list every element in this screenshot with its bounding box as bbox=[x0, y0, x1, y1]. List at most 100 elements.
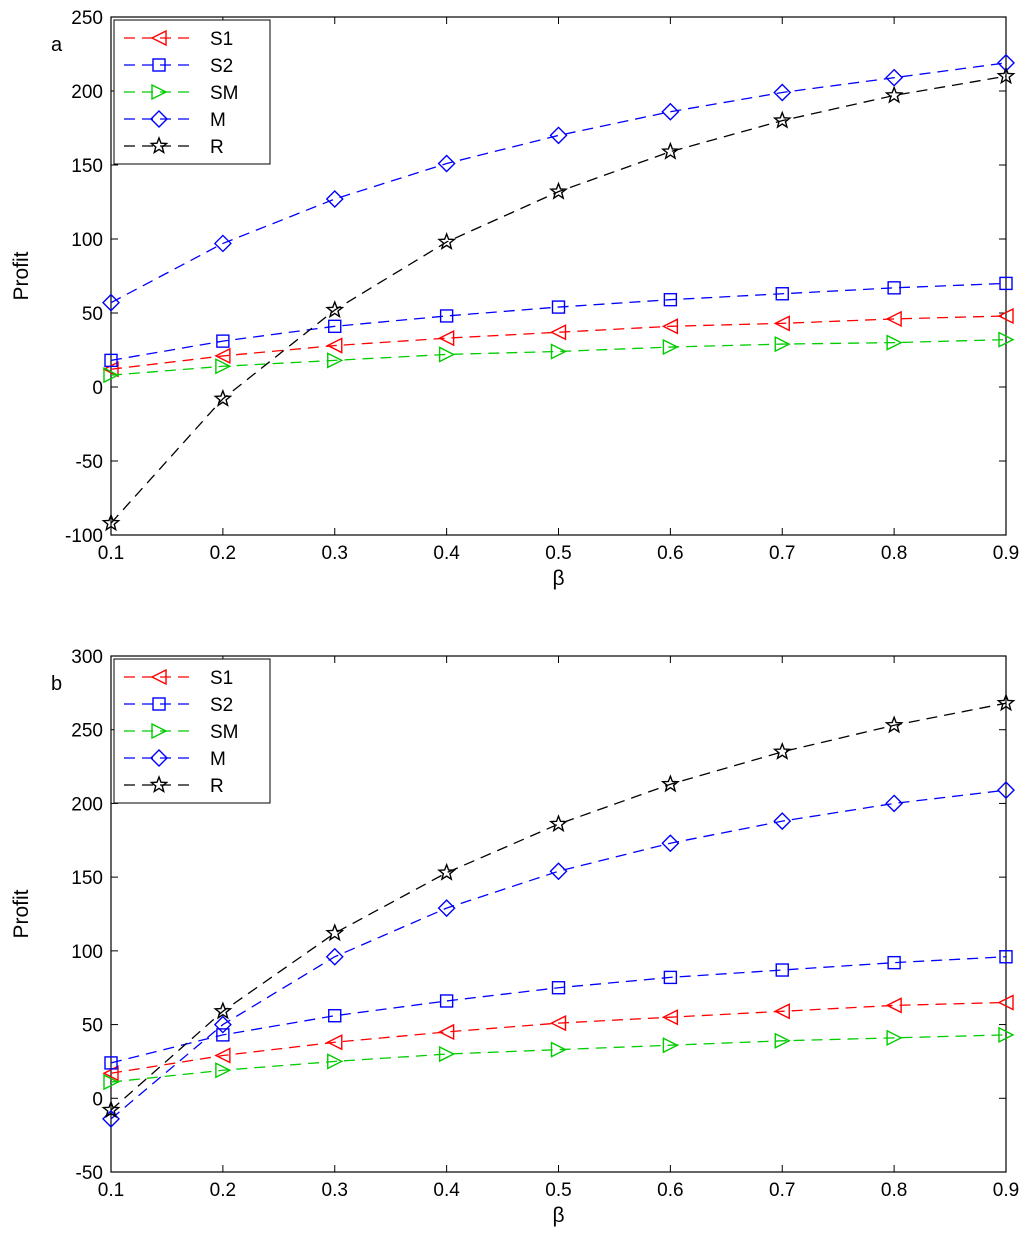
data-point-m bbox=[549, 126, 568, 145]
data-point-sm bbox=[327, 1053, 344, 1070]
data-point-sm bbox=[438, 1045, 456, 1063]
data-point-s2 bbox=[328, 319, 342, 334]
x-tick-label: 0.5 bbox=[545, 543, 571, 564]
data-point-s1 bbox=[438, 1023, 455, 1041]
data-point-s1 bbox=[661, 1009, 679, 1026]
data-point-s1 bbox=[773, 1003, 790, 1020]
data-point-r bbox=[996, 693, 1016, 712]
data-point-s2 bbox=[551, 300, 566, 314]
y-tick-label: 200 bbox=[71, 82, 103, 103]
data-point-s2 bbox=[663, 292, 678, 307]
data-point-r bbox=[101, 1100, 121, 1119]
data-point-r bbox=[437, 862, 457, 881]
legend-label: S2 bbox=[210, 56, 233, 77]
data-point-r bbox=[325, 923, 345, 942]
data-point-sm bbox=[998, 331, 1015, 348]
y-tick-label: -50 bbox=[76, 452, 103, 473]
data-point-s1 bbox=[885, 310, 902, 328]
legend-label: M bbox=[210, 110, 226, 131]
series-line-s1 bbox=[110, 315, 1007, 370]
y-tick-label: -50 bbox=[76, 1163, 103, 1184]
series-s2 bbox=[104, 950, 1013, 1070]
series-sm bbox=[103, 331, 1015, 384]
data-point-s1 bbox=[885, 997, 902, 1014]
x-tick-label: 0.9 bbox=[993, 1180, 1019, 1201]
data-point-s1 bbox=[326, 1034, 343, 1051]
data-point-m bbox=[661, 102, 680, 121]
series-s2 bbox=[104, 276, 1013, 368]
x-tick-label: 0.2 bbox=[210, 543, 236, 564]
x-tick-label: 0.7 bbox=[769, 1180, 795, 1201]
x-tick-label: 0.3 bbox=[322, 1180, 348, 1201]
data-point-r bbox=[213, 1001, 233, 1020]
legend-label: R bbox=[210, 776, 224, 797]
legend-marker bbox=[151, 722, 168, 740]
legend-marker bbox=[151, 83, 168, 101]
y-tick-label: 250 bbox=[71, 721, 103, 742]
data-point-m bbox=[549, 862, 568, 881]
series-m bbox=[102, 781, 1015, 1128]
legend-marker bbox=[150, 110, 168, 128]
series-line-m bbox=[110, 62, 1007, 304]
legend-label: SM bbox=[210, 722, 239, 743]
legend-marker bbox=[150, 668, 167, 686]
data-point-sm bbox=[998, 1026, 1015, 1044]
series-s1 bbox=[102, 994, 1014, 1082]
data-point-r bbox=[549, 814, 568, 833]
x-axis-label: β bbox=[552, 567, 564, 590]
data-point-s1 bbox=[214, 347, 231, 365]
x-tick-label: 0.1 bbox=[98, 543, 124, 564]
legend: S1 S2 SM MR bbox=[113, 19, 271, 165]
legend-label: M bbox=[210, 749, 226, 770]
legend-entry-sm: SM bbox=[124, 83, 239, 104]
legend-label: SM bbox=[210, 83, 239, 104]
data-point-s2 bbox=[887, 281, 901, 295]
data-point-sm bbox=[103, 1073, 120, 1091]
legend-entry-sm: SM bbox=[124, 722, 239, 743]
data-point-sm bbox=[215, 1062, 232, 1079]
data-point-s2 bbox=[104, 1056, 118, 1070]
data-point-s1 bbox=[326, 337, 343, 354]
panel-label: a bbox=[51, 34, 63, 56]
data-point-r bbox=[772, 110, 792, 129]
data-point-m bbox=[325, 947, 344, 966]
data-point-s1 bbox=[102, 1065, 119, 1082]
data-point-s2 bbox=[439, 994, 454, 1008]
data-point-sm bbox=[774, 1032, 791, 1049]
legend-entry-m: M bbox=[124, 749, 226, 770]
data-point-s1 bbox=[549, 324, 567, 341]
data-point-r bbox=[996, 66, 1016, 85]
data-point-s2 bbox=[999, 276, 1013, 291]
series-line-sm bbox=[110, 1034, 1007, 1083]
data-point-r bbox=[437, 231, 457, 251]
y-tick-label: 150 bbox=[71, 156, 103, 177]
x-tick-label: 0.8 bbox=[881, 1180, 907, 1201]
data-point-m bbox=[213, 234, 232, 253]
series-line-r bbox=[110, 75, 1007, 524]
legend-entry-r: R bbox=[124, 775, 224, 797]
legend-box bbox=[113, 658, 271, 804]
series-r bbox=[101, 66, 1016, 532]
data-point-r bbox=[325, 300, 345, 319]
data-point-s2 bbox=[439, 309, 454, 323]
x-tick-label: 0.6 bbox=[657, 1180, 683, 1201]
legend-label: S1 bbox=[210, 29, 233, 50]
y-tick-label: 100 bbox=[71, 230, 103, 251]
legend-marker bbox=[150, 29, 167, 47]
data-point-sm bbox=[327, 352, 344, 369]
data-point-s2 bbox=[887, 955, 901, 970]
series-sm bbox=[103, 1026, 1015, 1091]
data-point-m bbox=[437, 899, 456, 918]
legend: S1 S2 SM MR bbox=[113, 658, 271, 804]
data-point-m bbox=[437, 154, 456, 173]
series-m bbox=[102, 53, 1015, 312]
data-point-m bbox=[997, 781, 1015, 800]
y-tick-label: 150 bbox=[71, 868, 103, 889]
series-line-r bbox=[110, 702, 1007, 1111]
x-tick-label: 0.5 bbox=[545, 1180, 571, 1201]
x-axis-label: β bbox=[552, 1204, 564, 1227]
data-point-sm bbox=[438, 346, 456, 363]
legend-box bbox=[113, 19, 271, 165]
x-tick-label: 0.1 bbox=[98, 1180, 124, 1201]
data-point-m bbox=[213, 1015, 232, 1034]
